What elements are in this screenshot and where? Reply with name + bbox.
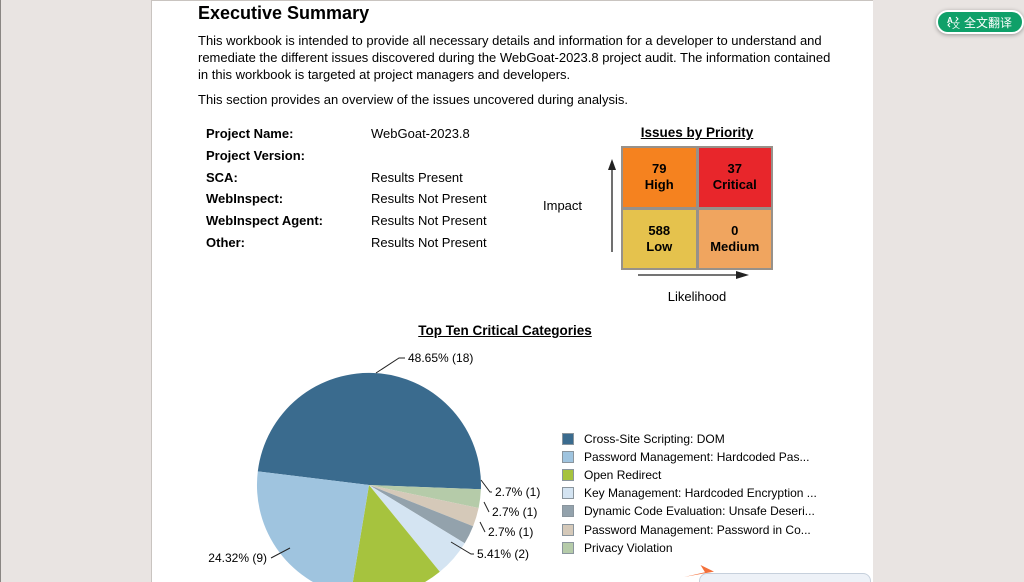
pie-chart-legend: Cross-Site Scripting: DOM Password Manage… <box>562 430 817 557</box>
overview-paragraph: This section provides an overview of the… <box>198 92 628 107</box>
legend-swatch <box>562 469 574 482</box>
issues-by-priority-title: Issues by Priority <box>640 125 754 140</box>
document-page: Executive Summary This workbook is inten… <box>151 0 873 582</box>
pie-label: 24.32% (9) <box>208 551 267 565</box>
pie-label-leader <box>483 501 490 513</box>
impact-axis-label: Impact <box>543 198 583 213</box>
field-label: Project Name: <box>206 126 294 142</box>
project-fields: Project Name: WebGoat-2023.8 Project Versi… <box>206 123 606 253</box>
page-title: Executive Summary <box>198 3 370 23</box>
field-row: WebInspect: Results Not Present <box>206 188 606 210</box>
matrix-cell-medium: 0 Medium <box>698 209 771 268</box>
legend-item: Password Management: Password in Co... <box>562 520 817 538</box>
legend-swatch <box>562 451 574 464</box>
critical-categories-pie-chart: 48.65% (18) 2.7% (1) 2.7% (1) 2.7% (1) 5.41%… <box>208 351 540 582</box>
legend-label: Password Management: Password in Co... <box>584 522 811 537</box>
pie-slice <box>369 485 474 544</box>
field-label: WebInspect Agent: <box>206 213 324 229</box>
translate-button[interactable]: A 文 全文翻译 <box>936 10 1024 34</box>
field-row: Other: Results Not Present <box>206 231 606 253</box>
matrix-cell-critical: 37 Critical <box>698 148 771 207</box>
legend-swatch <box>562 541 574 554</box>
legend-swatch <box>562 433 574 446</box>
floating-popup-bar[interactable] <box>699 573 871 582</box>
matrix-cell-label: Critical <box>712 177 757 193</box>
legend-label: Open Redirect <box>584 468 662 483</box>
pie-label-leader <box>450 541 474 555</box>
field-label: SCA: <box>206 169 238 185</box>
legend-label: Dynamic Code Evaluation: Unsafe Deseri..… <box>584 504 815 519</box>
field-row: WebInspect Agent: Results Not Present <box>206 210 606 232</box>
legend-swatch <box>562 523 574 536</box>
matrix-cell-count: 588 <box>648 222 671 238</box>
matrix-cell-label: Low <box>646 238 673 254</box>
window-edge <box>0 0 1 582</box>
legend-item: Cross-Site Scripting: DOM <box>562 430 817 448</box>
field-label: Project Version: <box>206 148 305 164</box>
matrix-cell-label: High <box>644 177 674 193</box>
pie-label: 2.7% (1) <box>495 485 540 499</box>
legend-swatch <box>562 505 574 518</box>
priority-matrix: 79 High 37 Critical 588 Low 0 Medium <box>621 146 773 270</box>
pie-label: 48.65% (18) <box>408 351 473 365</box>
pie-slice <box>369 485 465 572</box>
legend-item: Password Management: Hardcoded Pas... <box>562 448 817 466</box>
pie-label: 2.7% (1) <box>488 525 533 539</box>
pie-slice <box>369 485 479 527</box>
field-row: SCA: Results Present <box>206 166 606 188</box>
legend-label: Key Management: Hardcoded Encryption ... <box>584 486 817 501</box>
matrix-cell-low: 588 Low <box>623 209 696 268</box>
field-label: Other: <box>206 234 245 250</box>
matrix-cell-label: Medium <box>710 238 760 254</box>
pie-slice <box>257 471 369 582</box>
pie-slice <box>369 485 481 508</box>
pie-label: 2.7% (1) <box>492 505 537 519</box>
pie-slice <box>257 372 481 490</box>
matrix-cell-count: 79 <box>652 161 667 177</box>
field-row: Project Version: <box>206 145 606 167</box>
legend-item: Privacy Violation <box>562 539 817 557</box>
matrix-cell-count: 37 <box>727 161 742 177</box>
field-row: Project Name: WebGoat-2023.8 <box>206 123 606 145</box>
legend-label: Privacy Violation <box>584 540 673 555</box>
translate-button-label: 全文翻译 <box>964 15 1013 30</box>
pie-label-leader <box>375 357 405 374</box>
matrix-cell-count: 0 <box>731 222 739 238</box>
field-label: WebInspect: <box>206 191 284 207</box>
legend-label: Password Management: Hardcoded Pas... <box>584 450 810 465</box>
pie-label: 5.41% (2) <box>477 547 529 561</box>
pie-chart-title: Top Ten Critical Categories <box>418 323 592 338</box>
legend-swatch <box>562 487 574 500</box>
field-value: Results Not Present <box>371 213 487 229</box>
pie-label-leader <box>480 479 492 493</box>
impact-axis-arrow <box>608 159 616 252</box>
pie-label-leader <box>270 547 291 559</box>
field-value: Results Not Present <box>371 191 487 207</box>
svg-text:A: A <box>947 16 953 25</box>
legend-item: Dynamic Code Evaluation: Unsafe Deseri..… <box>562 502 817 520</box>
likelihood-axis-arrow <box>638 271 749 279</box>
svg-text:文: 文 <box>952 20 960 29</box>
translate-icon: A 文 <box>947 16 960 29</box>
field-value: Results Not Present <box>371 234 487 250</box>
matrix-cell-high: 79 High <box>623 148 696 207</box>
summary-paragraph: This workbook is intended to provide all… <box>198 33 831 82</box>
pie-slice <box>352 485 440 582</box>
legend-item: Open Redirect <box>562 466 817 484</box>
legend-label: Cross-Site Scripting: DOM <box>584 432 725 447</box>
pie-label-leader <box>479 521 486 533</box>
likelihood-axis-label: Likelihood <box>667 289 727 304</box>
field-value: WebGoat-2023.8 <box>371 126 470 142</box>
legend-item: Key Management: Hardcoded Encryption ... <box>562 484 817 502</box>
field-value: Results Present <box>371 169 463 185</box>
